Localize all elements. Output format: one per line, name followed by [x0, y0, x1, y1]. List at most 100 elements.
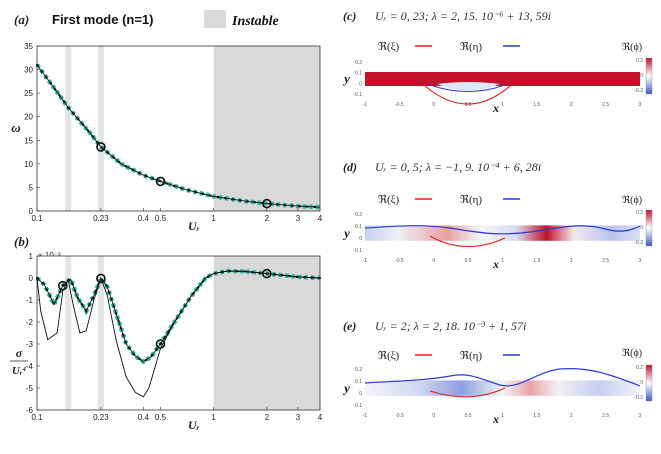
chart-a-xtick-label-5: 2 — [265, 214, 270, 223]
panel-c-ytick-2: 0 — [359, 81, 362, 87]
panel-e-colorbar-tick-0: 0.2 — [636, 365, 643, 371]
panel-c-curve-xi — [424, 85, 511, 105]
panel-b-exponent: × 10⁻³ — [38, 251, 61, 260]
chart-b-ytick-label-1: 0 — [29, 274, 34, 283]
chart-b-ylabel-den: Uᵣ⁴ — [12, 365, 26, 377]
panel-d-colorbar — [645, 209, 653, 247]
chart-b-ylabel-num: σ — [16, 346, 23, 360]
panel-d-xtick-8: 3 — [639, 258, 642, 264]
panel-c-colorbar — [645, 57, 653, 95]
chart-b-instable-region — [213, 256, 320, 410]
chart-b-series-line-1 — [36, 270, 321, 398]
chart-a-ytick-label-4: 20 — [24, 113, 33, 122]
legend-xi-d: ℜ(ξ) — [378, 194, 400, 206]
chart-b-xtick-label-4: 1 — [211, 413, 216, 422]
panel-e-tag: (e) — [343, 319, 356, 333]
panel-c-colorbar-tick-2: -0.2 — [634, 88, 643, 94]
chart-a-band-0 — [65, 46, 72, 211]
panel-e-ytick-0: 0.2 — [355, 367, 362, 373]
chart-a-axes-frame — [36, 45, 321, 212]
panel-c-xlabel: x — [492, 101, 499, 115]
panel-d-xtick-5: 1.5 — [533, 258, 540, 264]
panel-e-xtick-8: 3 — [639, 413, 642, 419]
panel-c-ylabel: y — [342, 71, 350, 86]
panel-b-tag: (b) — [14, 234, 29, 249]
chart-a-instable-region — [213, 46, 320, 211]
panel-c-ytick-1: 0.1 — [355, 71, 362, 77]
legend-eta-c: ℜ(η) — [460, 41, 482, 53]
chart-a-ytick-label-0: 0 — [29, 207, 34, 216]
colorbar-label-c: ℜ(ϕ) — [622, 42, 642, 53]
chart-b-axes-frame — [36, 255, 321, 411]
chart-a-highlight-2 — [262, 198, 272, 209]
panel-d-equation: Uᵣ = 0, 5; λ = −1, 9. 10⁻⁴ + 6, 28i — [375, 160, 541, 174]
panel-a-tag: (a) — [14, 12, 29, 27]
chart-a-band-1 — [97, 46, 104, 211]
panel-e-ytick-2: 0 — [359, 391, 362, 397]
chart-b-band-1 — [97, 256, 104, 410]
chart-a-xtick-label-4: 1 — [211, 214, 216, 223]
chart-a-ytick-label-5: 25 — [24, 89, 33, 98]
figure-title: First mode (n=1) — [52, 12, 154, 27]
chart-a-xtick-label-3: 0.5 — [155, 214, 167, 223]
chart-a-highlight-1 — [155, 176, 166, 187]
panel-e-colorbar-tick-2: -0.2 — [634, 395, 643, 401]
panel-c-curve-eta — [429, 84, 506, 92]
panel-e-curve-xi — [429, 387, 506, 398]
panel-e-xtick-6: 2 — [570, 413, 573, 419]
panel-d-colorbar-tick-1: 0 — [640, 225, 643, 231]
panel-d-xtick-1: -0.5 — [395, 258, 404, 264]
chart-b-highlight-2 — [155, 339, 166, 349]
panel-e-xtick-0: -1 — [363, 413, 368, 419]
panel-d-ylabel: y — [342, 225, 350, 240]
panel-c-colorbar-tick-0: 0.2 — [636, 58, 643, 64]
panel-d-xtick-0: -1 — [363, 258, 368, 264]
field-plot-e: 0.2 0.1 0 -0.1-1 -0.5 0 0.5 1 1.5 2 2.5 3 y x 0.2 0 -0.2 — [342, 364, 653, 426]
legend-xi-c: ℜ(ξ) — [378, 41, 400, 53]
panel-c-xtick-7: 2.5 — [602, 102, 609, 108]
panel-c-xtick-0: -1 — [363, 102, 368, 108]
chart-b-xtick-label-1: 0.23 — [93, 413, 109, 422]
panel-e-field-strip — [365, 380, 640, 396]
chart-a-xtick-label-0: 0.1 — [31, 214, 43, 223]
panel-d-ytick-2: 0 — [359, 236, 362, 242]
chart-a-ytick-label-7: 35 — [24, 42, 33, 51]
panel-c-xtick-8: 3 — [639, 102, 642, 108]
chart-b-highlight-3 — [262, 268, 272, 279]
panel-c-field-strip — [365, 72, 640, 86]
field-plot-c: 0.2 0.1 0 -0.1-1 -0.5 0 0.5 1 1.5 2 2.5 3 y x 0.2 0 -0.2 — [342, 57, 653, 115]
chart-a: 0.1 0.23 0.4 0.5 1 2 3 4 0 5 10 15 20 25 30 35 Uᵣ ω — [11, 42, 322, 233]
panel-c-curve-eta-bubble — [437, 82, 500, 91]
chart-a-xlabel: Uᵣ — [188, 219, 200, 233]
chart-b-ytick-label-5: -4 — [26, 362, 34, 371]
panel-c-xtick-6: 2 — [570, 102, 573, 108]
panel-c-xtick-3: 0.5 — [465, 102, 472, 108]
chart-b-band-0 — [65, 256, 72, 410]
panel-e-ylabel: y — [342, 380, 350, 395]
legend-eta-e: ℜ(η) — [460, 350, 482, 362]
panel-d-ytick-0: 0.2 — [355, 212, 362, 218]
panel-d-xtick-3: 0.5 — [465, 258, 472, 264]
panel-c-xtick-4: 1 — [501, 102, 504, 108]
chart-b-xtick-label-7: 4 — [318, 413, 323, 422]
panel-d-xlabel: x — [492, 257, 499, 271]
chart-a-xtick-label-1: 0.23 — [93, 214, 109, 223]
panel-d-ytick-3: -0.1 — [353, 248, 362, 254]
panel-d-xtick-6: 2 — [570, 258, 573, 264]
instable-label: Instable — [231, 14, 279, 29]
chart-a-xtick-label-7: 4 — [318, 214, 323, 223]
panel-c-xtick-5: 1.5 — [533, 102, 540, 108]
panel-d-curve-eta — [364, 225, 641, 235]
panel-c-colorbar-tick-1: 0 — [640, 73, 643, 79]
legend-eta-d: ℜ(η) — [460, 194, 482, 206]
chart-b-xtick-label-3: 0.5 — [155, 413, 167, 422]
panel-d-ytick-1: 0.1 — [355, 224, 362, 230]
panel-c-ytick-0: 0.2 — [355, 60, 362, 66]
panel-e-ytick-1: 0.1 — [355, 379, 362, 385]
chart-a-ytick-label-2: 10 — [24, 160, 33, 169]
panel-c-xtick-1: -0.5 — [395, 102, 404, 108]
panel-d-xtick-7: 2.5 — [602, 258, 609, 264]
panel-e-xtick-1: -0.5 — [395, 413, 404, 419]
chart-b-ytick-label-6: -5 — [26, 384, 34, 393]
